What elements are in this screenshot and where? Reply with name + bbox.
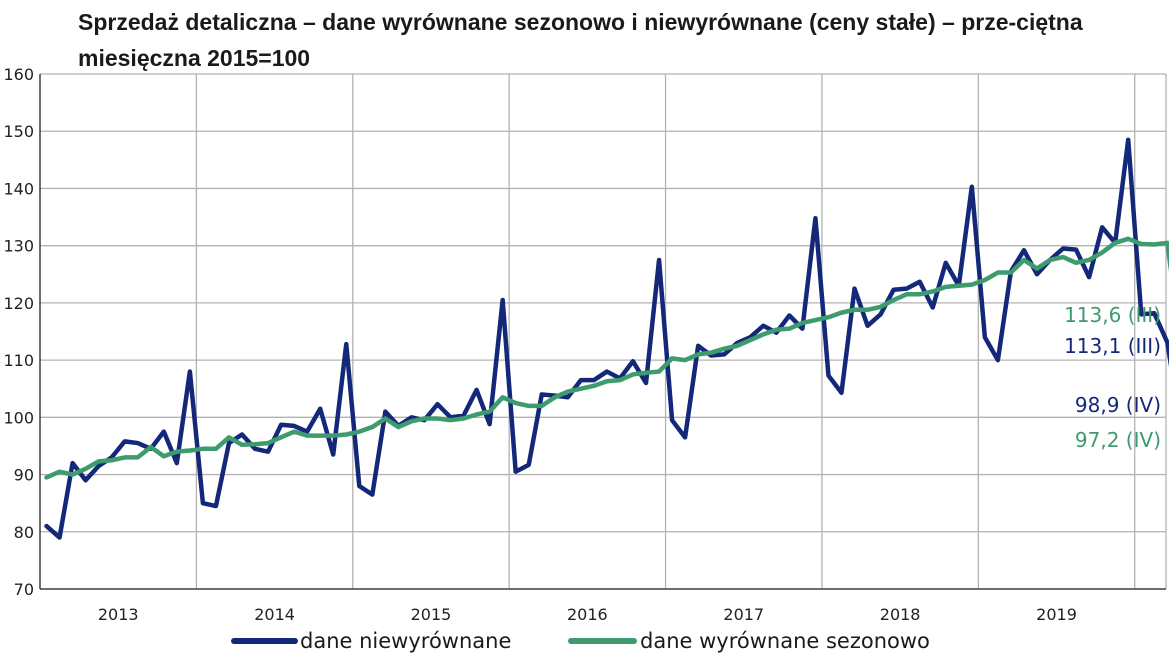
x-tick-label: 2019 — [1036, 605, 1077, 624]
series-lines — [44, 137, 1169, 540]
series-line-adjusted — [44, 236, 1169, 480]
y-tick-label: 110 — [3, 351, 34, 370]
annotations: 113,6 (III) 113,1 (III) 98,9 (IV) 97,2 (IV) — [1064, 303, 1161, 452]
legend-label: dane niewyrównane — [300, 629, 511, 653]
axes: 70 80 90 100 110 120 130 140 150 160 2013 2014 2015 2… — [3, 65, 1166, 624]
x-tick-label: 2015 — [411, 605, 452, 624]
chart-title: Sprzedaż detaliczna – dane wyrównane sez… — [78, 9, 1083, 71]
x-tick-label: 2017 — [723, 605, 764, 624]
x-tick-label: 2016 — [567, 605, 608, 624]
y-tick-label: 90 — [14, 466, 34, 485]
y-tick-label: 130 — [3, 237, 34, 256]
x-tick-label: 2018 — [880, 605, 921, 624]
legend-label: dane wyrównane sezonowo — [640, 629, 930, 653]
y-tick-label: 100 — [3, 408, 34, 427]
x-tick-label: 2014 — [254, 605, 295, 624]
y-tick-label: 160 — [3, 65, 34, 84]
x-tick-label: 2013 — [98, 605, 139, 624]
y-tick-label: 120 — [3, 294, 34, 313]
y-tick-label: 70 — [14, 580, 34, 599]
gridlines — [40, 73, 1167, 590]
y-tick-label: 140 — [3, 179, 34, 198]
series-line-unadjusted — [44, 137, 1169, 540]
data-label: 113,1 (III) — [1064, 334, 1161, 358]
data-label: 113,6 (III) — [1064, 303, 1161, 327]
data-label: 98,9 (IV) — [1075, 393, 1161, 417]
data-label: 97,2 (IV) — [1075, 428, 1161, 452]
y-tick-label: 150 — [3, 122, 34, 141]
legend: dane niewyrównane dane wyrównane sezonowo — [231, 629, 930, 653]
y-tick-label: 80 — [14, 523, 34, 542]
